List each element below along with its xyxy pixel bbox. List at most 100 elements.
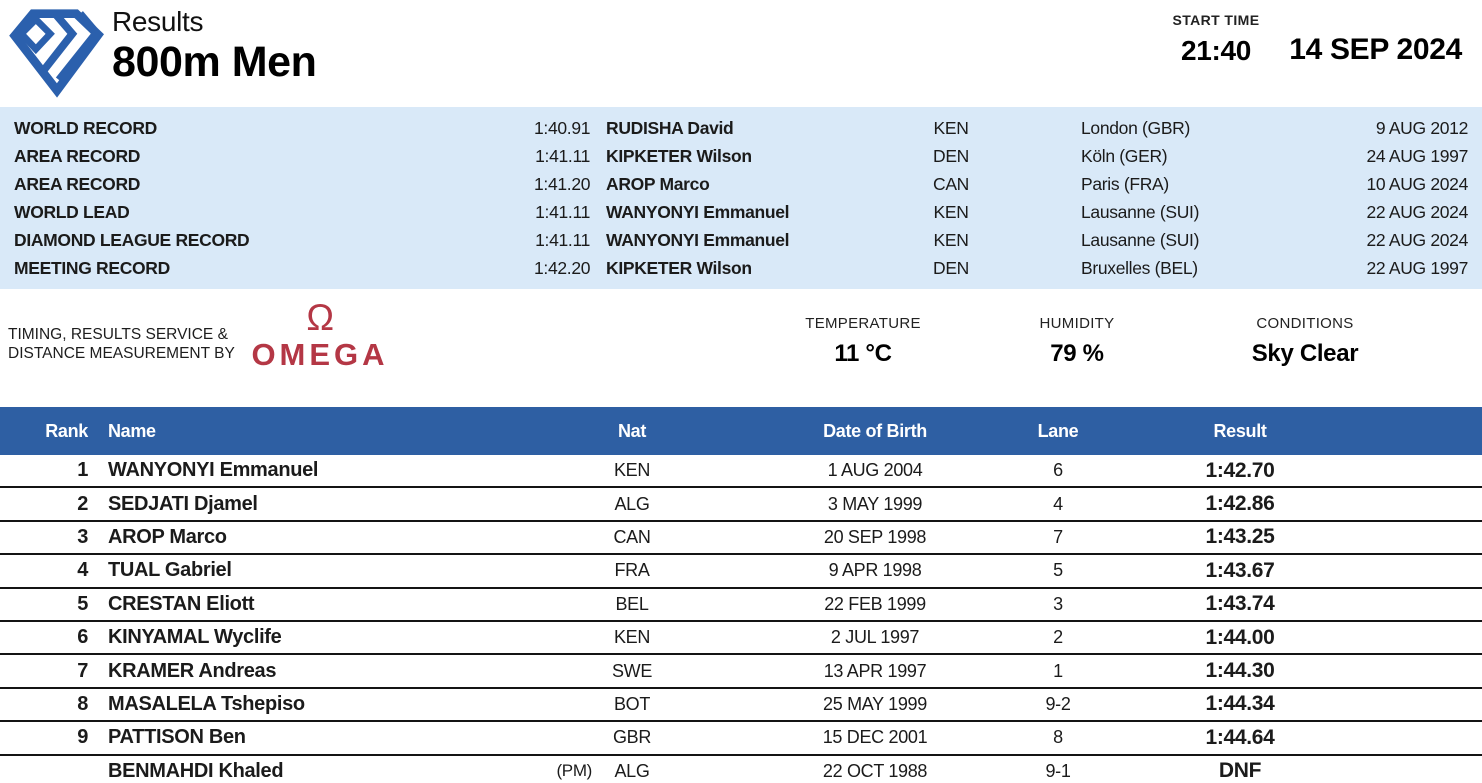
- table-row: 4 TUAL Gabriel FRA 9 APR 1998 5 1:43.67: [0, 555, 1482, 589]
- lane-cell: 3: [1053, 593, 1063, 614]
- lane-cell: 6: [1053, 460, 1063, 481]
- dob-cell: 1 AUG 2004: [827, 460, 923, 481]
- diamond-league-logo-icon: [8, 5, 104, 106]
- rank-cell: 7: [77, 659, 88, 682]
- event-title: 800m Men: [112, 38, 317, 86]
- lane-cell: 1: [1053, 660, 1063, 681]
- record-row: WORLD RECORD 1:40.91 RUDISHA David KEN L…: [14, 114, 1468, 142]
- dob-cell: 2 JUL 1997: [830, 627, 920, 648]
- name-cell: BENMAHDI Khaled: [108, 759, 284, 782]
- lane-cell: 7: [1053, 526, 1063, 547]
- table-row: 2 SEDJATI Djamel ALG 3 MAY 1999 4 1:42.8…: [0, 488, 1482, 522]
- conditions-label: CONDITIONS: [1256, 315, 1354, 332]
- sky-conditions-block: CONDITIONS Sky Clear: [1190, 315, 1420, 368]
- record-row: MEETING RECORD 1:42.20 KIPKETER Wilson D…: [14, 254, 1468, 282]
- dob-cell: 13 APR 1997: [823, 660, 927, 681]
- results-table-header: Rank Name Nat Date of Birth Lane Result: [0, 407, 1482, 455]
- title-block: Results 800m Men: [112, 6, 317, 87]
- table-row: 1 WANYONYI Emmanuel KEN 1 AUG 2004 6 1:4…: [0, 455, 1482, 489]
- dob-cell: 22 FEB 1999: [824, 593, 926, 614]
- dob-cell: 25 MAY 1999: [823, 693, 927, 714]
- record-athlete: KIPKETER Wilson: [606, 145, 752, 166]
- record-athlete: AROP Marco: [606, 173, 710, 194]
- record-nation: KEN: [933, 201, 969, 222]
- result-cell: 1:43.67: [1205, 558, 1275, 582]
- record-athlete: WANYONYI Emmanuel: [606, 201, 790, 222]
- start-time-value: 21:40: [1180, 35, 1251, 66]
- lane-cell: 2: [1053, 627, 1063, 648]
- name-cell: KRAMER Andreas: [108, 659, 277, 682]
- record-nation: DEN: [933, 257, 969, 278]
- result-cell: DNF: [1218, 759, 1262, 783]
- record-venue: Köln (GER): [1081, 145, 1168, 166]
- table-row: 3 AROP Marco CAN 20 SEP 1998 7 1:43.25: [0, 522, 1482, 556]
- record-nation: KEN: [933, 229, 969, 250]
- table-row: 9 PATTISON Ben GBR 15 DEC 2001 8 1:44.64: [0, 722, 1482, 756]
- nat-cell: ALG: [614, 493, 650, 514]
- temperature-block: TEMPERATURE 11 °C: [748, 315, 978, 368]
- name-cell: CRESTAN Eliott: [108, 592, 255, 615]
- result-cell: 1:44.34: [1205, 692, 1275, 716]
- rank-cell: 8: [77, 692, 88, 715]
- humidity-label: HUMIDITY: [1039, 315, 1115, 332]
- rank-cell: 9: [77, 726, 88, 749]
- column-header-nat: Nat: [617, 420, 647, 441]
- lane-cell: 5: [1053, 560, 1063, 581]
- table-row: 8 MASALELA Tshepiso BOT 25 MAY 1999 9-2 …: [0, 689, 1482, 723]
- rank-cell: 5: [77, 592, 88, 615]
- rank-cell: 4: [77, 559, 88, 582]
- rank-cell: 2: [77, 492, 88, 515]
- column-header-result: Result: [1213, 420, 1267, 441]
- name-cell: KINYAMAL Wyclife: [108, 626, 282, 649]
- record-venue: Bruxelles (BEL): [1081, 257, 1198, 278]
- result-cell: 1:44.00: [1205, 625, 1275, 649]
- column-header-lane: Lane: [1037, 420, 1079, 441]
- record-row: AREA RECORD 1:41.11 KIPKETER Wilson DEN …: [14, 142, 1468, 170]
- record-time: 1:41.11: [535, 229, 590, 250]
- dob-cell: 22 OCT 1988: [822, 760, 928, 781]
- record-venue: Paris (FRA): [1081, 173, 1169, 194]
- record-label: WORLD LEAD: [14, 201, 130, 222]
- timing-service-line2: DISTANCE MEASUREMENT BY: [8, 345, 235, 362]
- dob-cell: 15 DEC 2001: [822, 727, 928, 748]
- name-cell: WANYONYI Emmanuel: [108, 459, 319, 482]
- column-header-name: Name: [108, 420, 156, 441]
- table-row: 5 CRESTAN Eliott BEL 22 FEB 1999 3 1:43.…: [0, 589, 1482, 622]
- record-venue: London (GBR): [1081, 117, 1190, 138]
- result-cell: 1:43.25: [1205, 525, 1275, 549]
- results-table-body: 1 WANYONYI Emmanuel KEN 1 AUG 2004 6 1:4…: [0, 455, 1482, 783]
- record-label: MEETING RECORD: [14, 257, 170, 278]
- record-time: 1:41.11: [535, 145, 590, 166]
- table-row: BENMAHDI Khaled (PM) ALG 22 OCT 1988 9-1…: [0, 756, 1482, 783]
- record-label: WORLD RECORD: [14, 117, 157, 138]
- column-header-rank: Rank: [45, 420, 88, 441]
- nat-cell: CAN: [613, 526, 651, 547]
- lane-cell: 8: [1053, 727, 1063, 748]
- record-date: 22 AUG 2024: [1366, 201, 1468, 222]
- record-time: 1:41.20: [534, 173, 591, 194]
- temperature-label: TEMPERATURE: [805, 315, 921, 332]
- record-date: 22 AUG 2024: [1366, 229, 1468, 250]
- omega-logo: Ω OMEGA: [238, 299, 402, 373]
- result-cell: 1:44.64: [1205, 725, 1275, 749]
- name-cell: SEDJATI Djamel: [108, 492, 258, 515]
- page-header: Results 800m Men START TIME 21:40 14 SEP…: [0, 0, 1482, 102]
- record-nation: DEN: [933, 145, 969, 166]
- result-cell: 1:42.86: [1205, 492, 1275, 516]
- dob-cell: 3 MAY 1999: [827, 493, 923, 514]
- conditions-section: TIMING, RESULTS SERVICE & DISTANCE MEASU…: [0, 299, 1482, 399]
- lane-cell: 9-2: [1045, 693, 1071, 714]
- record-date: 24 AUG 1997: [1366, 145, 1468, 166]
- nat-cell: SWE: [611, 660, 653, 681]
- record-date: 9 AUG 2012: [1375, 117, 1468, 138]
- nat-cell: ALG: [614, 760, 650, 781]
- rank-cell: 6: [77, 626, 88, 649]
- record-time: 1:42.20: [534, 257, 591, 278]
- record-date: 10 AUG 2024: [1366, 173, 1468, 194]
- result-cell: 1:43.74: [1205, 592, 1275, 616]
- pacemaker-cell: (PM): [556, 761, 592, 781]
- rank-cell: 3: [77, 525, 88, 548]
- nat-cell: GBR: [612, 727, 652, 748]
- name-cell: MASALELA Tshepiso: [108, 692, 305, 715]
- conditions-value: Sky Clear: [1251, 340, 1359, 367]
